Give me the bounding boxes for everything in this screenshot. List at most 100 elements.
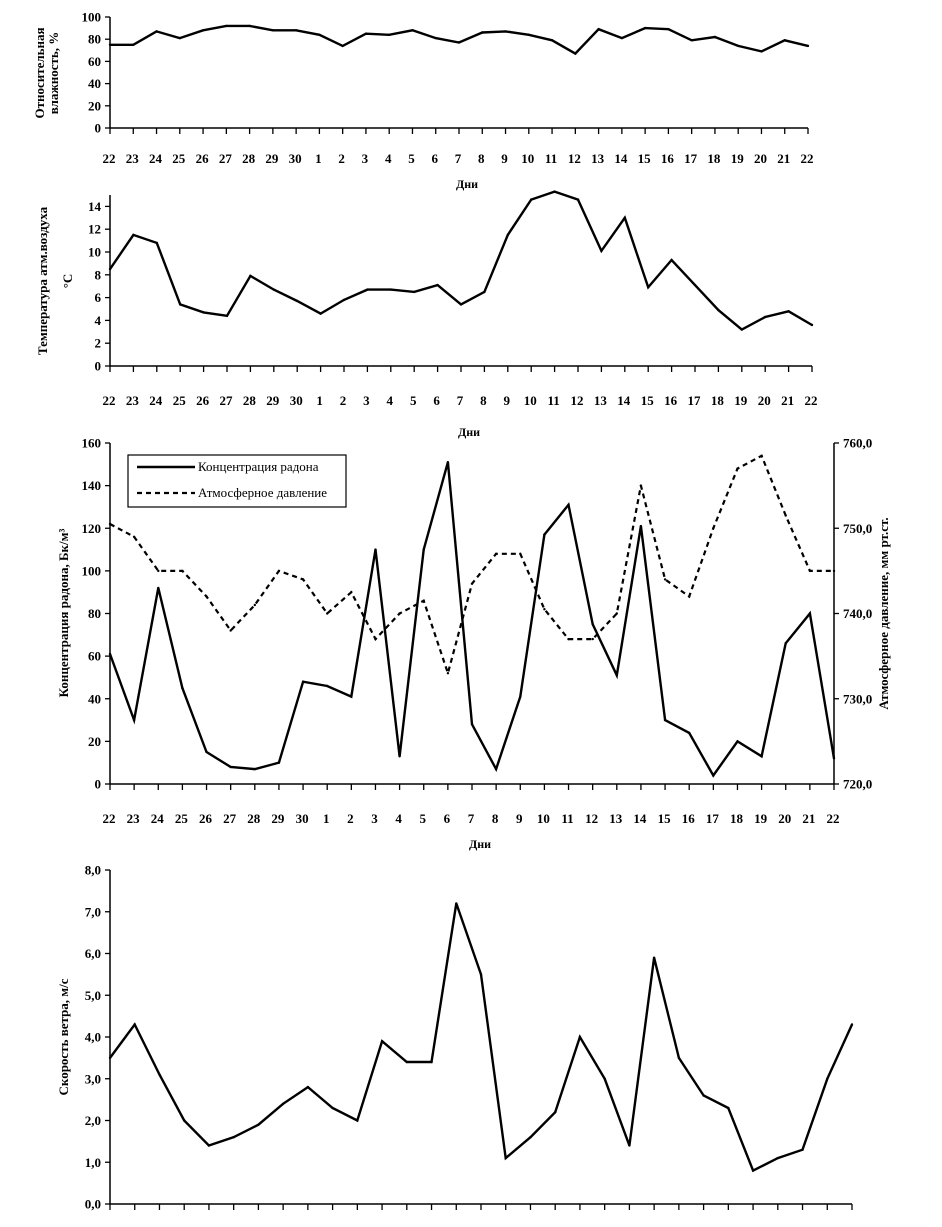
humidity-xtick-label: 15 <box>638 151 652 166</box>
radon-series-0-point <box>736 740 739 743</box>
temperature-xtick-label: 1 <box>316 393 323 408</box>
temperature-series-0-point <box>623 216 626 219</box>
wind-series-0-point <box>801 1148 804 1151</box>
humidity-series-0-point <box>178 36 181 40</box>
wind-series-0-line <box>109 903 854 1173</box>
radon-xtick-label: 12 <box>585 811 598 826</box>
humidity-ytick-label: 20 <box>88 98 101 113</box>
wind-series-0-point <box>257 1123 260 1126</box>
wind-series-0-point <box>776 1156 779 1160</box>
temperature-series-0-point <box>787 310 790 313</box>
humidity-series-0-point <box>132 43 135 46</box>
humidity-series-0-point <box>504 30 507 33</box>
wind-series-0-point <box>331 1106 334 1110</box>
temperature-xtick-label: 8 <box>480 393 487 408</box>
wind-series-0-point <box>183 1119 186 1122</box>
radon-series-1-point <box>205 595 208 598</box>
chart-wind: 0,0 1,0 2,0 3,0 4,0 5,0 6,0 7,0 8,0 Скорость ветр… <box>56 863 854 1212</box>
radon-series-1-point <box>350 591 353 594</box>
temperature-xtick-label: 24 <box>149 393 163 408</box>
humidity-xtick-label: 1 <box>315 151 322 166</box>
humidity-xtick-label: 12 <box>568 151 581 166</box>
wind-ytick-label: 1,0 <box>85 1155 101 1170</box>
radon-series-0-point <box>157 586 160 590</box>
humidity-series-0-point <box>294 29 298 32</box>
humidity-xtick-label: 19 <box>731 151 745 166</box>
temperature-series-0-point <box>717 308 720 312</box>
radon-ytick-label: 0 <box>95 777 102 792</box>
humidity-series-0-point <box>550 39 554 42</box>
temperature-xtick-label: 20 <box>758 393 771 408</box>
radon-series-0-point <box>326 684 329 688</box>
radon-ytick-label: 120 <box>82 521 102 536</box>
temperature-xtick-label: 27 <box>220 393 234 408</box>
temperature-series-0-point <box>647 286 650 289</box>
radon-series-0-point <box>639 524 643 528</box>
humidity-xtick-label: 22 <box>801 151 814 166</box>
radon-ytick-label: 40 <box>88 691 101 706</box>
humidity-xtick-label: 6 <box>431 151 438 166</box>
radon-xtick-label: 22 <box>827 811 840 826</box>
wind-series-0-point <box>380 1040 384 1043</box>
humidity-xtick-label: 16 <box>661 151 675 166</box>
humidity-xtick-label: 5 <box>408 151 415 166</box>
wind-series-0-point <box>826 1077 829 1081</box>
wind-series-0-point <box>628 1144 631 1147</box>
wind-series-0-point <box>430 1060 433 1064</box>
radon-series-0-point <box>784 642 787 645</box>
radon-series-0-point <box>760 755 763 758</box>
wind-y-title: Скорость ветра, м/с <box>56 978 71 1095</box>
humidity-xtick-label: 11 <box>545 151 557 166</box>
temperature-series-0-point <box>530 198 533 201</box>
radon-series-0-point <box>108 652 112 656</box>
humidity-xtick-label: 21 <box>777 151 790 166</box>
wind-series-0-point <box>603 1077 606 1081</box>
temperature-series-0-point <box>249 274 252 278</box>
humidity-series-0-point <box>434 36 437 40</box>
temperature-xtick-label: 9 <box>504 393 511 408</box>
temperature-xtick-label: 23 <box>126 393 140 408</box>
humidity-xtick-label: 2 <box>338 151 345 166</box>
humidity-xtick-label: 13 <box>591 151 605 166</box>
radon-series-1-point <box>591 637 594 641</box>
radon-series-0-point <box>591 623 594 626</box>
temperature-xtick-label: 3 <box>363 393 370 408</box>
wind-ytick-label: 7,0 <box>85 904 101 919</box>
temperature-series-0-point <box>693 283 697 287</box>
temperature-series-0-point <box>108 267 112 271</box>
humidity-series-0-point <box>643 26 647 30</box>
radon-xtick-label: 23 <box>127 811 141 826</box>
wind-series-0-point <box>405 1060 408 1064</box>
temperature-ytick-label: 0 <box>95 359 102 374</box>
radon-series-0-point <box>422 548 425 551</box>
wind-series-0-point <box>108 1056 112 1060</box>
temperature-series-0-point <box>810 323 814 327</box>
radon-xtick-label: 26 <box>199 811 213 826</box>
temperature-series-0-point <box>553 190 556 193</box>
humidity-xtick-label: 10 <box>521 151 534 166</box>
wind-series-0-point <box>232 1136 235 1139</box>
wind-series-0-point <box>133 1023 136 1026</box>
temperature-series-0-point <box>459 303 463 306</box>
wind-series-0-point <box>455 902 458 905</box>
radon-xtick-label: 13 <box>609 811 623 826</box>
humidity-series-0-point <box>457 41 461 44</box>
humidity-series-0-point <box>783 39 786 42</box>
temperature-xtick-label: 26 <box>196 393 210 408</box>
radon-xtick-label: 5 <box>419 811 426 826</box>
wind-series-0-point <box>158 1073 161 1076</box>
humidity-xtick-label: 18 <box>707 151 721 166</box>
temperature-xtick-label: 12 <box>571 393 584 408</box>
radon-xtick-label: 17 <box>706 811 720 826</box>
temperature-series-0-point <box>319 312 322 315</box>
radon-xtick-label: 30 <box>296 811 309 826</box>
radon-xtick-label: 29 <box>271 811 285 826</box>
temperature-ytick-label: 8 <box>95 267 102 282</box>
temperature-xtick-label: 10 <box>524 393 537 408</box>
temperature-y-title-line2: °C <box>60 274 75 289</box>
wind-ytick-label: 5,0 <box>85 988 101 1003</box>
radon-xtick-label: 3 <box>371 811 378 826</box>
humidity-xtick-label: 20 <box>754 151 767 166</box>
